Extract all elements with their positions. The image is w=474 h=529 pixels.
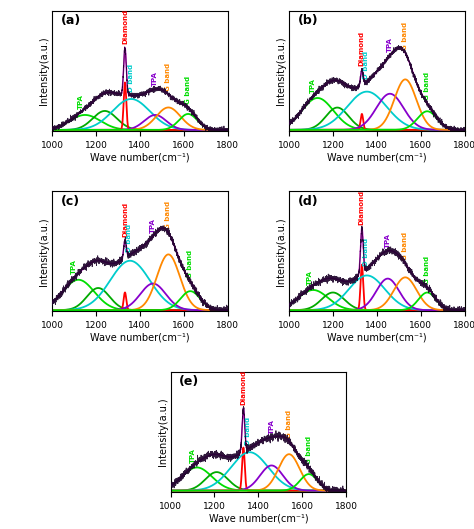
Text: TPA: TPA	[387, 38, 393, 52]
Text: D band: D band	[128, 64, 134, 92]
X-axis label: Wave number(cm⁻¹): Wave number(cm⁻¹)	[90, 152, 190, 162]
Y-axis label: Intensity(a.u.): Intensity(a.u.)	[276, 217, 286, 286]
Text: (d): (d)	[298, 195, 319, 208]
Text: Diamond: Diamond	[240, 370, 246, 405]
Text: Diamond: Diamond	[359, 190, 365, 225]
Y-axis label: Intensity(a.u.): Intensity(a.u.)	[276, 37, 286, 105]
Text: D band: D band	[363, 238, 369, 267]
X-axis label: Wave number(cm⁻¹): Wave number(cm⁻¹)	[209, 514, 308, 524]
Text: TPA: TPA	[310, 78, 316, 93]
Text: D band: D band	[363, 51, 369, 79]
Text: TPA: TPA	[71, 260, 77, 275]
X-axis label: Wave number(cm⁻¹): Wave number(cm⁻¹)	[327, 333, 427, 343]
Text: TPA: TPA	[268, 419, 274, 434]
Text: G band: G band	[165, 63, 172, 91]
Text: G band: G band	[402, 22, 408, 50]
Text: (a): (a)	[61, 14, 81, 27]
Text: G band: G band	[424, 72, 430, 100]
Text: D band: D band	[126, 224, 132, 252]
Text: TPA: TPA	[150, 218, 156, 233]
Text: G band: G band	[185, 76, 191, 104]
Text: TPA: TPA	[307, 270, 313, 285]
Y-axis label: Intensity(a.u.): Intensity(a.u.)	[39, 217, 49, 286]
Text: G band: G band	[424, 256, 430, 284]
Text: G band: G band	[306, 436, 312, 464]
Text: TPA: TPA	[78, 94, 83, 109]
Text: G band: G band	[165, 201, 172, 229]
Text: (b): (b)	[298, 14, 319, 27]
Text: Diamond: Diamond	[122, 9, 128, 44]
Y-axis label: Intensity(a.u.): Intensity(a.u.)	[158, 397, 168, 466]
Text: G band: G band	[402, 232, 408, 260]
Text: Diamond: Diamond	[359, 31, 365, 67]
Text: (c): (c)	[61, 195, 80, 208]
Text: G band: G band	[187, 250, 193, 278]
Text: TPA: TPA	[385, 233, 391, 248]
Text: TPA: TPA	[190, 448, 195, 463]
Y-axis label: Intensity(a.u.): Intensity(a.u.)	[39, 37, 49, 105]
X-axis label: Wave number(cm⁻¹): Wave number(cm⁻¹)	[90, 333, 190, 343]
Text: Diamond: Diamond	[122, 202, 128, 237]
Text: (e): (e)	[179, 375, 200, 388]
Text: D band: D band	[246, 417, 252, 445]
Text: TPA: TPA	[152, 71, 158, 86]
X-axis label: Wave number(cm⁻¹): Wave number(cm⁻¹)	[327, 152, 427, 162]
Text: G band: G band	[286, 409, 292, 438]
